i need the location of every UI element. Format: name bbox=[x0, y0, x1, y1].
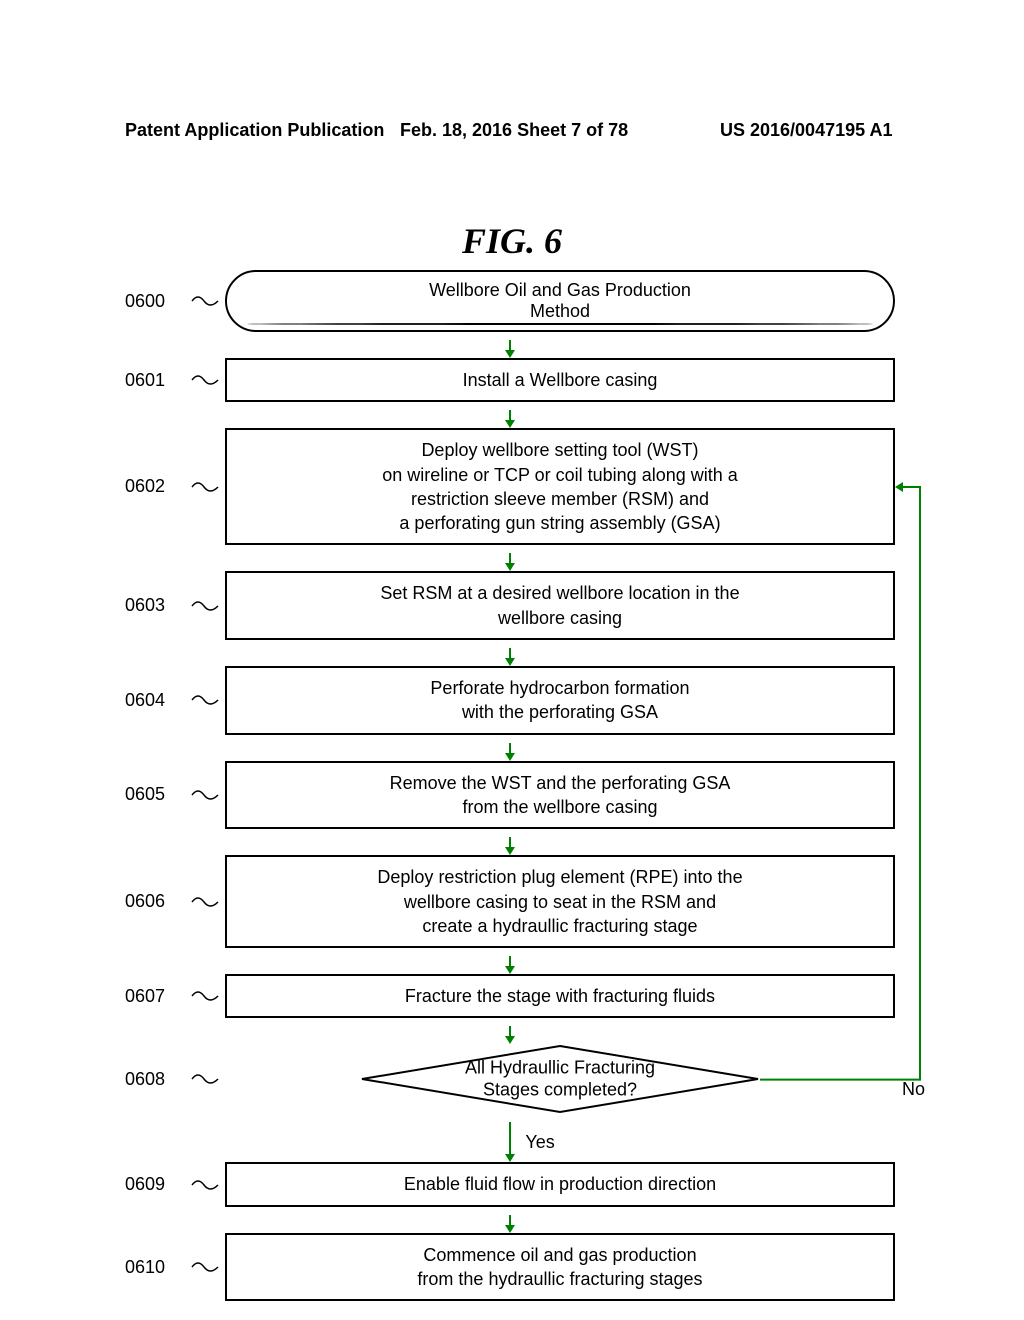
ref-number: 0600 bbox=[125, 291, 190, 312]
ref-number: 0601 bbox=[125, 370, 190, 391]
process-node: Deploy wellbore setting tool (WST)on wir… bbox=[225, 428, 895, 545]
process-node: Commence oil and gas productionfrom the … bbox=[225, 1233, 895, 1302]
ref-number: 0604 bbox=[125, 690, 190, 711]
leader-squiggle bbox=[190, 291, 220, 311]
leader-squiggle bbox=[190, 477, 220, 497]
decision-text: All Hydraullic FracturingStages complete… bbox=[430, 1058, 690, 1101]
process-node: Remove the WST and the perforating GSAfr… bbox=[225, 761, 895, 830]
flow-arrow-down bbox=[125, 956, 895, 974]
flow-arrow-down bbox=[125, 1215, 895, 1233]
flow-arrow-down bbox=[125, 410, 895, 428]
flowchart-process-row: 0610 Commence oil and gas productionfrom… bbox=[125, 1233, 895, 1302]
flowchart-process-row: 0607 Fracture the stage with fracturing … bbox=[125, 974, 895, 1018]
process-node: Fracture the stage with fracturing fluid… bbox=[225, 974, 895, 1018]
leader-squiggle bbox=[190, 1257, 220, 1277]
figure-title: FIG. 6 bbox=[462, 220, 562, 262]
leader-squiggle bbox=[190, 596, 220, 616]
ref-number: 0609 bbox=[125, 1174, 190, 1195]
ref-number: 0608 bbox=[125, 1069, 190, 1090]
process-node: Perforate hydrocarbon formationwith the … bbox=[225, 666, 895, 735]
header-publication: Patent Application Publication bbox=[125, 120, 384, 141]
leader-squiggle bbox=[190, 785, 220, 805]
flow-arrow-down: Yes bbox=[125, 1122, 895, 1162]
process-node: Enable fluid flow in production directio… bbox=[225, 1162, 895, 1206]
ref-number: 0603 bbox=[125, 595, 190, 616]
decision-yes-label: Yes bbox=[525, 1132, 554, 1153]
flowchart-decision-row: 0608 All Hydraullic FracturingStages com… bbox=[125, 1044, 895, 1114]
flowchart-process-row: 0603 Set RSM at a desired wellbore locat… bbox=[125, 571, 895, 640]
flow-arrow-down bbox=[125, 837, 895, 855]
flowchart-process-row: 0601 Install a Wellbore casing bbox=[125, 358, 895, 402]
leader-squiggle bbox=[190, 986, 220, 1006]
flowchart: 0600 Wellbore Oil and Gas ProductionMeth… bbox=[125, 270, 895, 1309]
leader-squiggle bbox=[190, 690, 220, 710]
flow-arrow-down bbox=[125, 340, 895, 358]
leader-squiggle bbox=[190, 370, 220, 390]
flow-arrow-down bbox=[125, 648, 895, 666]
flowchart-process-row: 0602 Deploy wellbore setting tool (WST)o… bbox=[125, 428, 895, 545]
decision-node: All Hydraullic FracturingStages complete… bbox=[360, 1044, 760, 1114]
process-node: Set RSM at a desired wellbore location i… bbox=[225, 571, 895, 640]
ref-number: 0602 bbox=[125, 476, 190, 497]
leader-squiggle bbox=[190, 1175, 220, 1195]
flowchart-start-row: 0600 Wellbore Oil and Gas ProductionMeth… bbox=[125, 270, 895, 332]
flowchart-process-row: 0606 Deploy restriction plug element (RP… bbox=[125, 855, 895, 948]
header-date-sheet: Feb. 18, 2016 Sheet 7 of 78 bbox=[400, 120, 628, 141]
ref-number: 0605 bbox=[125, 784, 190, 805]
decision-no-label: No bbox=[902, 1079, 925, 1100]
flowchart-process-row: 0604 Perforate hydrocarbon formationwith… bbox=[125, 666, 895, 735]
flowchart-process-row: 0605 Remove the WST and the perforating … bbox=[125, 761, 895, 830]
flow-arrow-down bbox=[125, 1026, 895, 1044]
header-pub-number: US 2016/0047195 A1 bbox=[720, 120, 892, 141]
ref-number: 0607 bbox=[125, 986, 190, 1007]
leader-squiggle bbox=[190, 1069, 220, 1089]
leader-squiggle bbox=[190, 892, 220, 912]
process-node: Deploy restriction plug element (RPE) in… bbox=[225, 855, 895, 948]
ref-number: 0606 bbox=[125, 891, 190, 912]
process-node: Install a Wellbore casing bbox=[225, 358, 895, 402]
flow-arrow-down bbox=[125, 553, 895, 571]
ref-number: 0610 bbox=[125, 1257, 190, 1278]
start-node: Wellbore Oil and Gas ProductionMethod bbox=[225, 270, 895, 332]
flowchart-process-row: 0609 Enable fluid flow in production dir… bbox=[125, 1162, 895, 1206]
flow-arrow-down bbox=[125, 743, 895, 761]
